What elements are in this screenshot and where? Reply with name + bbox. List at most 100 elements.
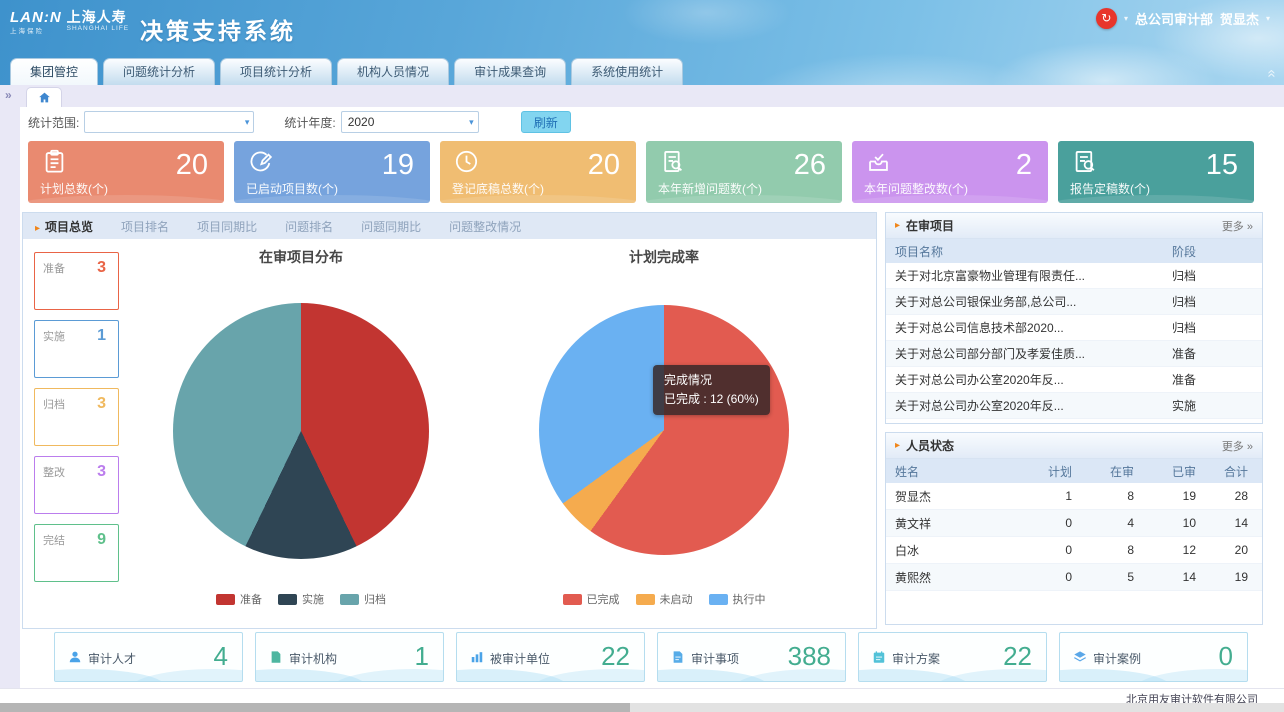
in-audit-projects-panel: ▸ 在审项目 更多 » 项目名称 阶段 关于对北京富豪物业管理有限责任... 归档… (885, 212, 1263, 424)
sub-tab[interactable]: 项目同期比 (197, 219, 258, 234)
stat-card[interactable]: 2 本年问题整改数(个) (852, 141, 1048, 203)
staff-in-audit: 8 (1127, 543, 1134, 557)
main-tab[interactable]: 机构人员情况 (337, 58, 450, 85)
table-row[interactable]: 关于对总公司办公室2020年反... 准备 (886, 367, 1262, 393)
collapse-up-icon[interactable]: « (1263, 69, 1281, 78)
bottom-stat-card[interactable]: 审计机构 1 (255, 632, 444, 682)
brand-name: 上海人寿 (66, 9, 127, 25)
staff-name: 黄文祥 (895, 516, 932, 531)
bottom-stat-card[interactable]: 审计案例 0 (1059, 632, 1248, 682)
stat-card[interactable]: 20 计划总数(个) (28, 141, 224, 203)
org-file-icon (269, 650, 283, 669)
table-row[interactable]: 白冰 0 8 12 20 (886, 537, 1262, 564)
brand-logo: LAN:N 上海保险 上海人寿 SHANGHAI LIFE (10, 9, 129, 36)
sub-tab[interactable]: 问题同期比 (361, 219, 422, 234)
legend-swatch (216, 593, 235, 605)
legend-item[interactable]: 已完成 (562, 591, 620, 607)
projects-more-link[interactable]: 更多 » (1221, 220, 1253, 233)
project-overview-panel: ▸ 项目总览 项目排名 项目同期比 问题排名 问题同期比 问题整改情况 准备 3 实施 1 归档 3 整… (22, 212, 877, 629)
staff-total: 28 (1234, 489, 1248, 503)
status-box[interactable]: 准备 3 (34, 252, 119, 310)
staff-planned: 0 (1065, 543, 1072, 557)
table-row[interactable]: 黄文祥 0 4 10 14 (886, 510, 1262, 537)
pie2-plan-completion[interactable] (539, 305, 789, 555)
left-strip (0, 107, 20, 688)
bottom-stat-card[interactable]: 审计事项 388 (657, 632, 846, 682)
stat-card[interactable]: 20 登记底稿总数(个) (440, 141, 636, 203)
status-box-value: 1 (97, 327, 106, 344)
status-box[interactable]: 整改 3 (34, 456, 119, 514)
panel-title: 在审项目 (906, 219, 955, 233)
stat-card[interactable]: 15 报告定稿数(个) (1058, 141, 1254, 203)
legend-item[interactable]: 归档 (340, 591, 386, 607)
year-label: 统计年度: (284, 115, 336, 130)
status-box-label: 归档 (43, 399, 65, 411)
stat-card[interactable]: 19 已启动项目数(个) (234, 141, 430, 203)
main-tab[interactable]: 审计成果查询 (454, 58, 567, 85)
doc-search-icon (659, 148, 686, 180)
chevron-down-icon: ▾ (469, 117, 474, 127)
main-tab[interactable]: 系统使用统计 (571, 58, 684, 85)
sub-tab[interactable]: 问题排名 (285, 219, 334, 234)
status-box-value: 3 (97, 259, 106, 276)
project-stage: 实施 (1172, 399, 1197, 413)
main-tab[interactable]: 项目统计分析 (220, 58, 333, 85)
home-icon (38, 91, 51, 108)
status-box[interactable]: 实施 1 (34, 320, 119, 378)
legend-item[interactable]: 未启动 (635, 591, 693, 607)
project-stage: 准备 (1172, 373, 1197, 387)
legend-swatch (635, 593, 655, 605)
sidebar-collapse-icon[interactable]: » (5, 88, 12, 102)
table-row[interactable]: 关于对总公司信息技术部2020... 归档 (886, 315, 1262, 341)
sub-tab[interactable]: ▸ 项目总览 (35, 219, 94, 234)
staff-audited: 10 (1182, 516, 1196, 530)
legend-item[interactable]: 准备 (216, 591, 262, 607)
horizontal-scrollbar[interactable] (0, 703, 1284, 712)
status-box[interactable]: 完结 9 (34, 524, 119, 582)
legend-label: 实施 (302, 594, 324, 606)
legend-item[interactable]: 实施 (278, 591, 324, 607)
staff-audited: 19 (1182, 489, 1196, 503)
staff-more-link[interactable]: 更多 » (1221, 440, 1253, 453)
table-row[interactable]: 关于对北京富豪物业管理有限责任... 归档 (886, 263, 1262, 289)
status-box-column: 准备 3 实施 1 归档 3 整改 3 完结 9 (34, 252, 119, 592)
sub-tab[interactable]: 问题整改情况 (449, 219, 522, 234)
staff-total: 14 (1234, 516, 1248, 530)
legend-item[interactable]: 执行中 (708, 591, 766, 607)
bottom-stat-card[interactable]: 被审计单位 22 (456, 632, 645, 682)
stat-cards-row: 20 计划总数(个) 19 已启动项目数(个) 20 登记底稿总数(个) 26 本年新增问题数… (28, 141, 1284, 203)
bar-chart-icon (470, 650, 484, 669)
notification-badge-icon[interactable]: ↻ (1095, 8, 1117, 29)
panel-arrow-icon: ▸ (895, 220, 901, 231)
table-row[interactable]: 关于对总公司银保业务部,总公司... 归档 (886, 289, 1262, 315)
project-name: 关于对总公司部分部门及孝爱佳质... (895, 347, 1086, 361)
table-row[interactable]: 贺显杰 1 8 19 28 (886, 483, 1262, 510)
stat-card[interactable]: 26 本年新增问题数(个) (646, 141, 842, 203)
bottom-stat-card[interactable]: 审计方案 22 (858, 632, 1047, 682)
bottom-stat-card[interactable]: 审计人才 4 (54, 632, 243, 682)
refresh-button[interactable]: 刷新 (520, 111, 571, 133)
table-row[interactable]: 关于对总公司办公室2020年反... 实施 (886, 393, 1262, 419)
pie1-in-audit-distribution[interactable] (173, 303, 429, 559)
pie1-title: 在审项目分布 (259, 249, 343, 265)
staff-name: 黄熙然 (895, 570, 932, 585)
panel-title: 人员状态 (906, 439, 955, 453)
year-select[interactable]: 2020 ▾ (340, 111, 479, 133)
home-tab[interactable] (26, 87, 62, 107)
bottom-stat-value: 1 (414, 641, 429, 671)
filter-bar: 统计范围: ▾ 统计年度: 2020 ▾ 刷新 (28, 111, 1284, 133)
status-box[interactable]: 归档 3 (34, 388, 119, 446)
user-menu[interactable]: ↻ ▾ 总公司审计部 贺显杰 ▾ (1095, 8, 1270, 29)
table-row[interactable]: 关于对总公司部分部门及孝爱佳质... 准备 (886, 341, 1262, 367)
sub-tab[interactable]: 项目排名 (121, 219, 170, 234)
scope-select[interactable]: ▾ (84, 111, 255, 133)
bottom-stat-label: 审计事项 (691, 652, 740, 666)
staff-planned: 0 (1065, 570, 1072, 584)
main-tab[interactable]: 问题统计分析 (103, 58, 216, 85)
legend-swatch (278, 593, 297, 605)
table-row[interactable]: 黄熙然 0 5 14 19 (886, 564, 1262, 591)
staff-planned: 0 (1065, 516, 1072, 530)
scrollbar-thumb[interactable] (0, 703, 630, 712)
main-tab[interactable]: 集团管控 (10, 58, 99, 85)
